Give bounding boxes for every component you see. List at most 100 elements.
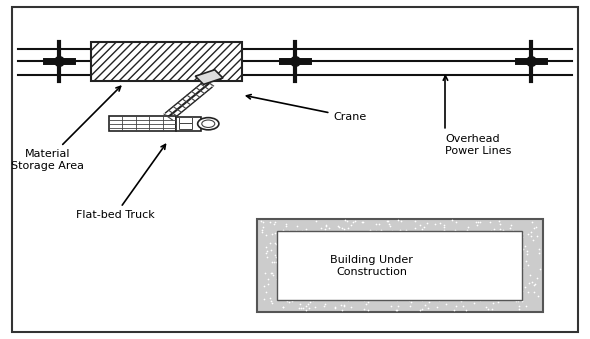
Point [491,240,501,245]
Point [284,285,294,290]
Point [293,284,303,289]
Point [487,228,496,234]
Point [275,294,284,299]
Point [284,266,293,272]
Point [526,234,536,239]
Point [323,249,333,254]
Point [257,227,266,233]
Point [294,253,304,258]
Point [301,226,311,232]
Point [309,271,319,276]
Point [419,275,429,280]
Point [480,293,490,299]
Point [331,305,340,310]
Point [359,274,368,279]
Point [261,289,270,295]
Point [432,304,441,309]
Point [421,302,430,307]
Point [438,292,447,297]
Point [432,248,442,254]
Point [473,220,483,225]
Point [523,232,533,237]
Point [432,229,442,234]
Point [375,259,384,264]
Point [342,218,352,224]
Point [522,303,531,308]
Point [401,295,410,300]
Point [441,281,450,286]
Point [319,303,329,308]
Point [372,264,382,270]
Point [451,303,461,308]
Point [512,266,522,272]
Point [521,258,530,263]
Point [439,222,448,227]
Point [496,239,506,245]
Point [304,272,314,277]
Point [282,268,291,274]
Point [309,295,318,301]
Point [455,296,465,301]
Point [372,241,382,246]
Point [291,247,301,252]
Point [303,295,313,300]
Point [258,220,267,225]
Point [405,259,414,264]
Point [363,307,373,313]
Point [365,240,374,246]
Point [446,235,455,241]
Point [478,236,487,241]
Circle shape [202,120,215,127]
Point [350,219,359,224]
Point [479,291,489,297]
Point [261,251,271,256]
Point [321,223,330,229]
Bar [176,117,201,131]
Point [368,229,378,234]
Point [298,233,307,238]
Point [413,285,422,291]
Point [486,284,496,290]
Point [425,248,434,254]
Point [513,298,522,303]
Point [494,218,503,223]
Point [381,236,390,242]
Point [299,247,308,253]
Point [378,272,387,277]
Point [333,231,342,236]
Point [381,272,390,278]
Point [467,257,477,262]
Point [461,248,470,254]
Point [426,238,435,243]
Point [480,257,490,262]
Point [357,297,366,302]
Point [447,288,457,294]
Point [343,295,352,300]
Point [344,232,353,237]
Point [384,221,394,227]
Point [291,242,300,247]
Point [336,286,346,291]
Point [267,298,276,304]
Point [293,284,302,290]
Bar [91,42,242,81]
Point [261,245,271,250]
Point [528,237,537,243]
Point [378,241,387,246]
Point [376,227,386,233]
Point [335,225,344,230]
Point [360,294,370,299]
Point [491,270,500,275]
Point [517,231,527,237]
Point [530,290,539,295]
Point [289,267,298,273]
Point [333,290,342,296]
Point [337,303,346,308]
Point [500,293,509,298]
Point [343,225,352,231]
Point [335,232,345,238]
Point [267,247,276,253]
Point [517,266,527,271]
Point [498,227,507,233]
Point [432,277,442,282]
